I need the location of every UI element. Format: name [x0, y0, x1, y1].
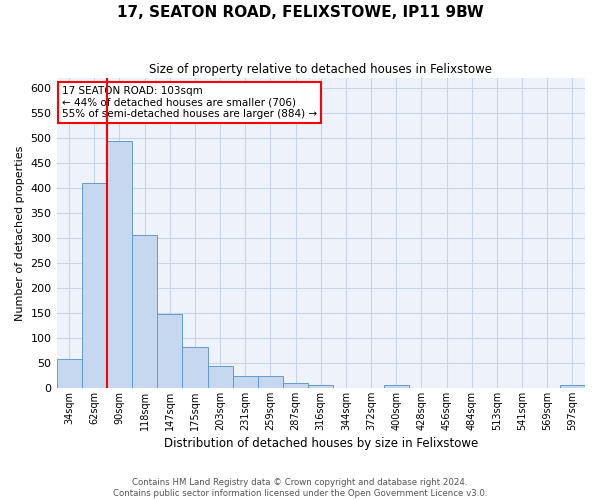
Bar: [258, 376, 283, 388]
Bar: [283, 383, 308, 388]
Bar: [132, 236, 157, 388]
Bar: [107, 141, 132, 388]
Bar: [157, 314, 182, 388]
Title: Size of property relative to detached houses in Felixstowe: Size of property relative to detached ho…: [149, 62, 492, 76]
Y-axis label: Number of detached properties: Number of detached properties: [15, 146, 25, 320]
Text: Contains HM Land Registry data © Crown copyright and database right 2024.
Contai: Contains HM Land Registry data © Crown c…: [113, 478, 487, 498]
X-axis label: Distribution of detached houses by size in Felixstowe: Distribution of detached houses by size …: [164, 437, 478, 450]
Bar: [208, 366, 233, 388]
Text: 17, SEATON ROAD, FELIXSTOWE, IP11 9BW: 17, SEATON ROAD, FELIXSTOWE, IP11 9BW: [116, 5, 484, 20]
Bar: [82, 182, 107, 388]
Bar: [308, 385, 334, 388]
Bar: [233, 376, 258, 388]
Text: 17 SEATON ROAD: 103sqm
← 44% of detached houses are smaller (706)
55% of semi-de: 17 SEATON ROAD: 103sqm ← 44% of detached…: [62, 86, 317, 119]
Bar: [560, 386, 585, 388]
Bar: [383, 386, 409, 388]
Bar: [56, 360, 82, 388]
Bar: [182, 348, 208, 388]
